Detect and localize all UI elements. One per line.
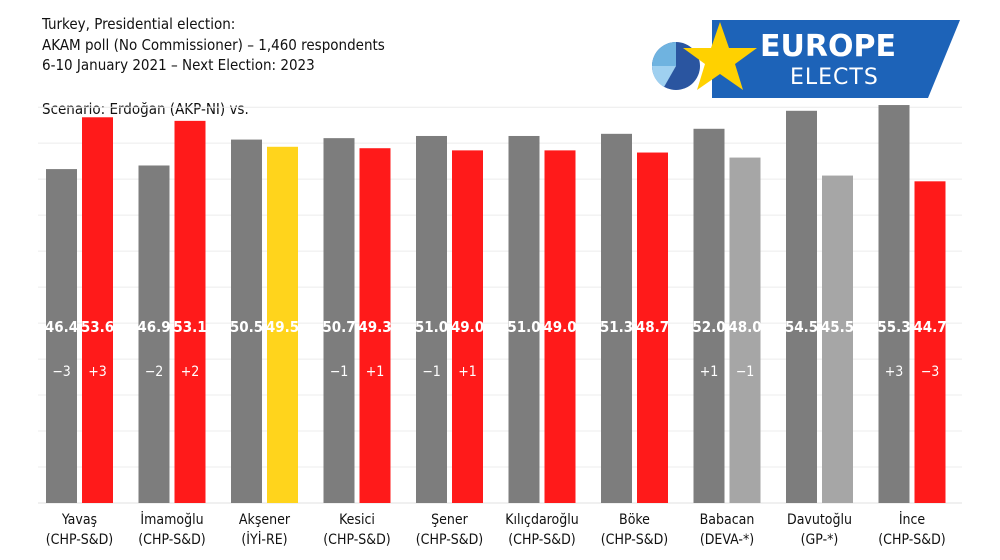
category-label-party: (CHP-S&D) (323, 532, 390, 548)
bar-erdogan (416, 135, 447, 503)
bar-erdogan (878, 105, 910, 503)
bar-opponent (637, 152, 668, 503)
value-label-erdogan: 46.9 (137, 318, 170, 336)
change-label-opponent: +3 (88, 364, 107, 380)
value-label-opponent: 45.5 (821, 318, 854, 336)
category-label-name: Şener (431, 512, 468, 528)
change-label-erdogan: −3 (52, 364, 71, 380)
bar-opponent (267, 146, 298, 503)
category-label-name: İmamoğlu (140, 510, 203, 528)
bar-erdogan (601, 133, 632, 503)
category-label-party: (DEVA-*) (700, 532, 754, 548)
category-label-name: Yavaş (61, 512, 97, 528)
title-line-1: Turkey, Presidential election: (42, 15, 236, 33)
category-label-party: (GP-*) (801, 532, 839, 548)
category-label-name: Kılıçdaroğlu (505, 512, 578, 528)
bar-erdogan (231, 139, 262, 503)
category-label-party: (CHP-S&D) (46, 532, 113, 548)
bar-opponent (729, 157, 761, 504)
bar-opponent (82, 117, 113, 504)
change-label-erdogan: −1 (422, 364, 441, 380)
category-label-party: (CHP-S&D) (138, 532, 205, 548)
change-label-erdogan: −1 (330, 364, 349, 380)
category-label-name: Kesici (339, 512, 375, 528)
change-label-opponent: −3 (921, 364, 940, 380)
bar-opponent (174, 120, 206, 504)
bar-opponent (544, 150, 576, 503)
bar-erdogan (46, 169, 77, 504)
bar-erdogan (138, 165, 170, 504)
change-label-erdogan: +3 (885, 364, 904, 380)
europe-elects-logo: EUROPE ELECTS (651, 20, 960, 98)
bar-opponent (359, 148, 391, 503)
category-label-name: Akşener (239, 512, 291, 528)
value-label-erdogan: 54.5 (785, 318, 818, 336)
value-label-erdogan: 50.5 (230, 318, 263, 336)
value-label-erdogan: 51.3 (600, 318, 633, 336)
change-label-erdogan: +1 (700, 364, 719, 380)
value-label-opponent: 49.3 (358, 318, 391, 336)
category-label-name: Böke (619, 512, 650, 528)
scenario-label: Scenario: Erdoğan (AKP-NI) vs. (42, 100, 249, 118)
change-label-opponent: −1 (736, 364, 755, 380)
value-label-erdogan: 55.3 (877, 318, 910, 336)
value-label-opponent: 44.7 (913, 318, 946, 336)
category-label-party: (CHP-S&D) (508, 532, 575, 548)
category-label-party: (İYİ-RE) (241, 530, 287, 548)
logo-pie-slice (652, 42, 676, 66)
bar-opponent (452, 150, 483, 503)
logo-banner (712, 20, 960, 98)
category-label-name: İnce (899, 510, 926, 528)
value-label-opponent: 49.5 (266, 318, 299, 336)
value-label-erdogan: 52.0 (692, 318, 725, 336)
chart-header: Turkey, Presidential election: AKAM poll… (42, 14, 385, 76)
change-label-erdogan: −2 (145, 364, 164, 380)
bar-erdogan (508, 135, 540, 503)
category-label-name: Babacan (700, 512, 755, 528)
title-line-3: 6-10 January 2021 – Next Election: 2023 (42, 56, 315, 74)
value-label-erdogan: 51.0 (415, 318, 448, 336)
change-label-opponent: +2 (181, 364, 200, 380)
bar-erdogan (786, 110, 817, 503)
value-label-opponent: 48.7 (636, 318, 669, 336)
value-label-erdogan: 51.0 (507, 318, 540, 336)
value-label-opponent: 53.6 (81, 318, 114, 336)
logo-star-icon (683, 22, 757, 90)
change-label-opponent: +1 (366, 364, 385, 380)
category-label-party: (CHP-S&D) (601, 532, 668, 548)
category-label-party: (CHP-S&D) (878, 532, 945, 548)
value-label-opponent: 53.1 (173, 318, 206, 336)
bar-opponent (822, 175, 853, 503)
value-label-erdogan: 46.4 (45, 318, 78, 336)
logo-text-europe: EUROPE (760, 29, 896, 64)
category-label-name: Davutoğlu (787, 512, 852, 528)
change-label-opponent: +1 (458, 364, 477, 380)
value-label-erdogan: 50.7 (322, 318, 355, 336)
bar-opponent (914, 181, 946, 503)
value-label-opponent: 49.0 (451, 318, 484, 336)
value-label-opponent: 48.0 (728, 318, 761, 336)
bar-erdogan (693, 128, 725, 504)
bar-erdogan (323, 138, 355, 504)
logo-pie-slice-2 (651, 66, 676, 87)
title-line-2: AKAM poll (No Commissioner) – 1,460 resp… (42, 35, 385, 54)
category-label-party: (CHP-S&D) (416, 532, 483, 548)
value-label-opponent: 49.0 (543, 318, 576, 336)
logo-text-elects: ELECTS (790, 65, 879, 90)
